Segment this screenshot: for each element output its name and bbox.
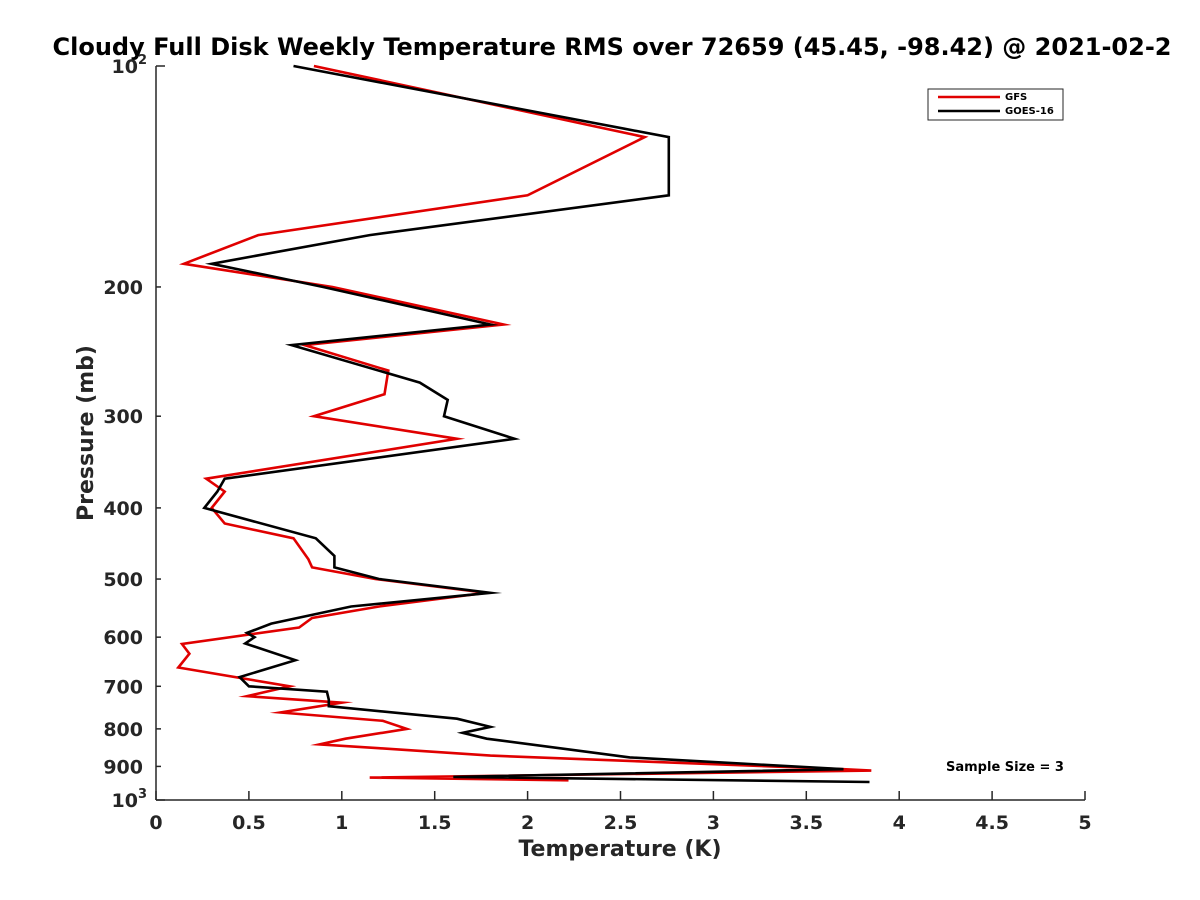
x-tick-label: 2 — [521, 812, 534, 834]
series-line-gfs — [175, 64, 872, 782]
series-line-goes16 — [202, 64, 870, 784]
y-axis-label: Pressure (mb) — [74, 345, 99, 521]
chart-title: Cloudy Full Disk Weekly Temperature RMS … — [53, 33, 1172, 61]
x-tick-label: 3 — [707, 812, 720, 834]
y-tick-label: 700 — [103, 676, 143, 698]
legend: GFS GOES-16 — [927, 88, 1064, 121]
series-layer — [175, 64, 872, 784]
x-tick-label: 5 — [1078, 812, 1091, 834]
x-axis-label: Temperature (K) — [518, 837, 721, 862]
y-tick-label-major: 102 — [112, 53, 148, 78]
x-tick-label: 0 — [149, 812, 162, 834]
legend-box — [927, 88, 1064, 121]
x-tick-label: 2.5 — [604, 812, 638, 834]
legend-label-gfs: GFS — [1005, 92, 1027, 103]
y-tick-label: 500 — [103, 569, 143, 591]
x-tick-label: 4 — [893, 812, 906, 834]
x-tick-label: 4.5 — [975, 812, 1009, 834]
x-tick-label: 1 — [335, 812, 348, 834]
y-tick-label: 900 — [103, 756, 143, 778]
y-tick-label: 600 — [103, 627, 143, 649]
x-tick-label: 3.5 — [789, 812, 823, 834]
y-tick-label: 400 — [103, 498, 143, 520]
y-tick-label: 300 — [103, 406, 143, 428]
y-tick-label: 200 — [103, 277, 143, 299]
x-tick-label: 1.5 — [418, 812, 452, 834]
y-tick-label: 800 — [103, 719, 143, 741]
y-ticks: 102 103 200 300 400 500 600 700 800 900 — [103, 53, 165, 812]
y-tick-label-major: 103 — [112, 787, 148, 812]
x-ticks: 0 0.5 1 1.5 2 2.5 3 3.5 4 4.5 5 — [149, 791, 1092, 834]
legend-label-goes16: GOES-16 — [1005, 106, 1054, 117]
x-tick-label: 0.5 — [232, 812, 266, 834]
sample-size-annotation: Sample Size = 3 — [946, 760, 1064, 775]
